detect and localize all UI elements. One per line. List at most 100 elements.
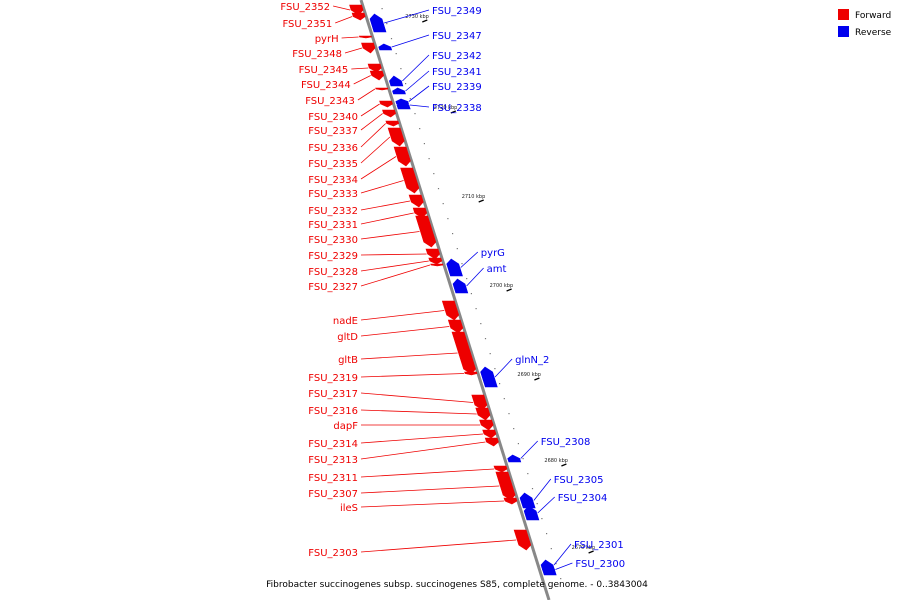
gene-nadE[interactable] xyxy=(441,300,460,321)
gene-FSU_2348[interactable] xyxy=(361,42,376,54)
gene-label-FSU_2300[interactable]: FSU_2300 xyxy=(575,559,625,570)
gene-label-FSU_2328[interactable]: FSU_2328 xyxy=(308,267,358,278)
gene-label-FSU_2311[interactable]: FSU_2311 xyxy=(308,473,358,484)
leader-line xyxy=(360,212,414,225)
gene-label-FSU_2342[interactable]: FSU_2342 xyxy=(432,51,482,62)
gene-FSU_2349[interactable] xyxy=(369,13,387,33)
gene-FSU_2317[interactable] xyxy=(471,394,488,411)
gene-FSU_2332[interactable] xyxy=(408,194,424,208)
gene-FSU_2344[interactable] xyxy=(369,70,385,81)
gene-FSU_2300[interactable] xyxy=(541,563,557,576)
gene-label-FSU_2316[interactable]: FSU_2316 xyxy=(308,406,358,417)
gene-label-pyrH[interactable]: pyrH xyxy=(315,34,339,45)
gene-FSU_2330[interactable] xyxy=(415,215,437,248)
gene-label-FSU_2335[interactable]: FSU_2335 xyxy=(308,159,358,170)
gene-FSU_2345[interactable] xyxy=(367,63,382,73)
gene-dapF[interactable] xyxy=(479,419,494,431)
gene-label-FSU_2303[interactable]: FSU_2303 xyxy=(308,548,358,559)
gene-FSU_2333[interactable] xyxy=(400,167,420,194)
gene-FSU_2334[interactable] xyxy=(393,146,411,167)
gene-label-FSU_2345[interactable]: FSU_2345 xyxy=(299,65,349,76)
legend: Forward Reverse xyxy=(838,9,892,38)
gene-FSU_2338[interactable] xyxy=(396,100,411,110)
gene-glnN_2[interactable] xyxy=(480,366,498,388)
gene-label-FSU_2338[interactable]: FSU_2338 xyxy=(432,103,482,114)
gene-FSU_2311[interactable] xyxy=(493,465,508,473)
gene-ileS[interactable] xyxy=(503,497,518,505)
gene-label-FSU_2352[interactable]: FSU_2352 xyxy=(280,2,330,13)
gene-label-FSU_2307[interactable]: FSU_2307 xyxy=(308,489,358,500)
gene-label-FSU_2327[interactable]: FSU_2327 xyxy=(308,282,358,293)
gene-label-FSU_2348[interactable]: FSU_2348 xyxy=(292,49,342,60)
leader-line xyxy=(344,47,363,54)
gene-label-FSU_2347[interactable]: FSU_2347 xyxy=(432,31,482,42)
gene-FSU_2351[interactable] xyxy=(351,12,366,21)
gene-label-FSU_2330[interactable]: FSU_2330 xyxy=(308,235,358,246)
gene-label-FSU_2336[interactable]: FSU_2336 xyxy=(308,143,358,154)
gene-label-FSU_2351[interactable]: FSU_2351 xyxy=(282,19,332,30)
gene-label-amt[interactable]: amt xyxy=(487,264,507,275)
gene-label-nadE[interactable]: nadE xyxy=(333,316,358,327)
gene-label-FSU_2339[interactable]: FSU_2339 xyxy=(432,82,482,93)
gene-label-FSU_2329[interactable]: FSU_2329 xyxy=(308,251,358,262)
gene-pyrH[interactable] xyxy=(358,35,372,39)
gene-label-FSU_2334[interactable]: FSU_2334 xyxy=(308,175,358,186)
gene-label-FSU_2349[interactable]: FSU_2349 xyxy=(432,6,482,17)
gene-label-FSU_2332[interactable]: FSU_2332 xyxy=(308,206,358,217)
gene-label-FSU_2337[interactable]: FSU_2337 xyxy=(308,126,358,137)
backbone-dot xyxy=(456,248,458,250)
gene-label-FSU_2343[interactable]: FSU_2343 xyxy=(305,96,355,107)
gene-label-FSU_2341[interactable]: FSU_2341 xyxy=(432,67,482,78)
backbone-dot xyxy=(503,398,505,400)
gene-pyrG[interactable] xyxy=(446,258,463,277)
gene-FSU_2308[interactable] xyxy=(507,454,522,463)
gene-label-FSU_2333[interactable]: FSU_2333 xyxy=(308,189,358,200)
gene-FSU_2313[interactable] xyxy=(484,437,499,447)
gene-label-FSU_2313[interactable]: FSU_2313 xyxy=(308,455,358,466)
gene-FSU_2307[interactable] xyxy=(495,471,516,501)
gene-label-ileS[interactable]: ileS xyxy=(340,503,358,514)
gene-FSU_2305[interactable] xyxy=(519,492,536,509)
gene-FSU_2342[interactable] xyxy=(389,75,404,87)
gene-label-glnN_2[interactable]: glnN_2 xyxy=(515,355,549,366)
gene-label-gltD[interactable]: gltD xyxy=(337,332,358,343)
tick-label: 2710 kbp xyxy=(462,194,486,200)
gene-FSU_2337[interactable] xyxy=(382,109,396,118)
leader-line xyxy=(360,156,397,180)
gene-FSU_2304[interactable] xyxy=(523,505,540,521)
gene-FSU_2327[interactable] xyxy=(430,263,444,267)
gene-FSU_2341[interactable] xyxy=(392,87,406,95)
gene-label-FSU_2340[interactable]: FSU_2340 xyxy=(308,112,358,123)
leader-line xyxy=(553,543,572,566)
gene-FSU_2314[interactable] xyxy=(482,429,497,439)
gene-label-FSU_2314[interactable]: FSU_2314 xyxy=(308,439,358,450)
gene-FSU_2331[interactable] xyxy=(412,207,428,219)
leader-line xyxy=(555,562,573,570)
gene-label-gltB[interactable]: gltB xyxy=(338,355,358,366)
gene-FSU_2347[interactable] xyxy=(378,43,393,51)
gene-label-FSU_2331[interactable]: FSU_2331 xyxy=(308,220,358,231)
gene-FSU_2319[interactable] xyxy=(464,371,478,376)
gene-gltD[interactable] xyxy=(447,319,464,334)
gene-FSU_2340[interactable] xyxy=(379,100,393,108)
gene-gltB[interactable] xyxy=(451,331,476,375)
gene-label-FSU_2304[interactable]: FSU_2304 xyxy=(558,493,608,504)
gene-label-FSU_2344[interactable]: FSU_2344 xyxy=(301,80,351,91)
gene-FSU_2336[interactable] xyxy=(385,120,400,127)
gene-label-dapF[interactable]: dapF xyxy=(333,421,358,432)
gene-label-FSU_2305[interactable]: FSU_2305 xyxy=(554,475,604,486)
gene-amt[interactable] xyxy=(452,278,469,294)
gene-FSU_2352[interactable] xyxy=(349,4,364,16)
gene-label-pyrG[interactable]: pyrG xyxy=(481,248,505,259)
gene-FSU_2335[interactable] xyxy=(387,127,405,147)
gene-label-FSU_2308[interactable]: FSU_2308 xyxy=(541,437,591,448)
gene-label-FSU_2317[interactable]: FSU_2317 xyxy=(308,389,358,400)
gene-FSU_2316[interactable] xyxy=(475,407,491,421)
gene-label-FSU_2301[interactable]: FSU_2301 xyxy=(574,540,624,551)
gene-label-FSU_2319[interactable]: FSU_2319 xyxy=(308,373,358,384)
gene-FSU_2303[interactable] xyxy=(513,529,532,551)
gene-FSU_2329[interactable] xyxy=(425,248,440,260)
genome-caption: Fibrobacter succinogenes subsp. succinog… xyxy=(266,580,648,590)
gene-FSU_2328[interactable] xyxy=(428,257,443,265)
gene-FSU_2343[interactable] xyxy=(375,87,389,91)
